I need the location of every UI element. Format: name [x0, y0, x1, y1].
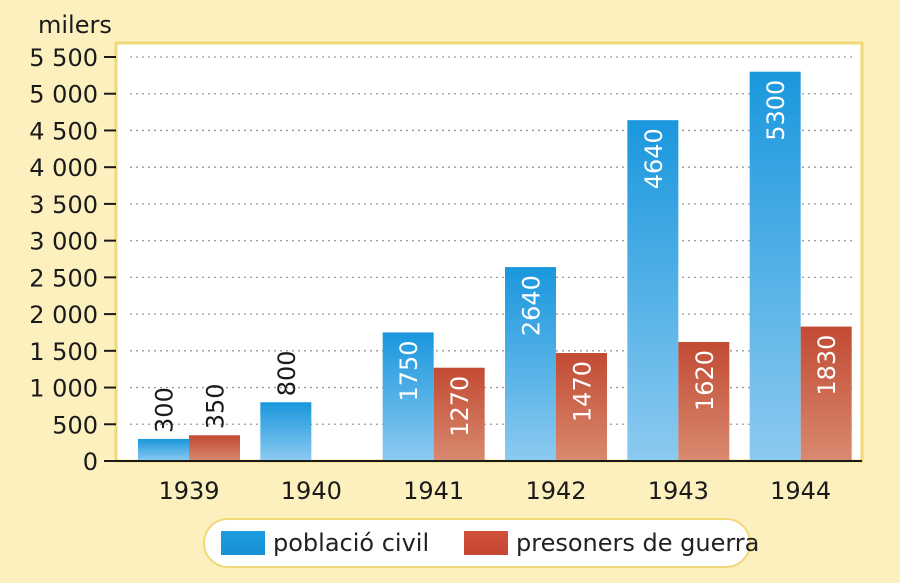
bar-civil: [260, 402, 312, 461]
x-axis-ticks: 1939 1940 1941 1942 1943 1944: [158, 477, 831, 505]
bar-value-labels: 300 350 800 1750 1270 2640 1470 4640 1620 5300 183…: [151, 80, 842, 437]
bar-pow: [800, 326, 852, 461]
gridlines: [130, 56, 852, 425]
bar-pow: [678, 342, 730, 461]
x-tick-label: 1943: [648, 477, 709, 505]
y-tick-label: 5 000: [29, 81, 98, 109]
bar-value-label: 4640: [640, 128, 668, 189]
bar-civil: [627, 120, 679, 462]
bar-pow: [556, 353, 607, 461]
x-tick-label: 1941: [403, 477, 464, 505]
y-tick-label: 4 500: [29, 117, 98, 145]
bar-value-label: 350: [202, 383, 230, 429]
y-axis-label: milers: [38, 11, 112, 39]
bar-civil: [382, 332, 434, 461]
bar-value-label: 2640: [518, 275, 546, 336]
legend-swatch-pow: [464, 531, 508, 555]
x-tick-label: 1939: [158, 477, 219, 505]
plot-area: [114, 41, 864, 463]
bar-value-label: 800: [273, 350, 301, 396]
bar-pow: [433, 367, 485, 461]
y-tick-label: 5 500: [29, 44, 98, 72]
y-tick-label: 500: [52, 411, 98, 439]
bar-value-label: 1750: [395, 340, 423, 401]
y-tick-label: 2 500: [29, 264, 98, 292]
bar-civil: [749, 71, 801, 461]
bar-civil: [138, 438, 189, 461]
bar-value-label: 300: [151, 387, 179, 433]
bar-value-label: 1470: [569, 361, 597, 422]
y-tick-label: 4 000: [29, 154, 98, 182]
y-tick-label: 3 500: [29, 191, 98, 219]
legend-label-civil: població civil: [273, 529, 430, 557]
bar-value-label: 1270: [446, 376, 474, 437]
legend: població civil presoners de guerra: [203, 518, 759, 568]
legend-label-pow: presoners de guerra: [516, 529, 760, 557]
bars: [138, 71, 852, 462]
x-tick-label: 1944: [770, 477, 831, 505]
y-tick-label: 3 000: [29, 228, 98, 256]
x-tick-label: 1940: [281, 477, 342, 505]
x-tick-label: 1942: [525, 477, 586, 505]
y-tick-label: 1 500: [29, 338, 98, 366]
bar-civil: [505, 267, 556, 461]
bar-value-label: 1620: [691, 350, 719, 411]
y-axis-ticks: 0 500 1 000 1 500 2 000 2 500 3 000 3 500 4 000 4…: [29, 44, 116, 476]
y-tick-label: 2 000: [29, 301, 98, 329]
bar-pow: [189, 435, 240, 461]
bar-value-label: 1830: [813, 335, 841, 396]
bar-value-label: 5300: [762, 80, 790, 141]
y-tick-label: 0: [83, 448, 98, 476]
y-tick-label: 1 000: [29, 375, 98, 403]
legend-swatch-civil: [221, 531, 265, 555]
